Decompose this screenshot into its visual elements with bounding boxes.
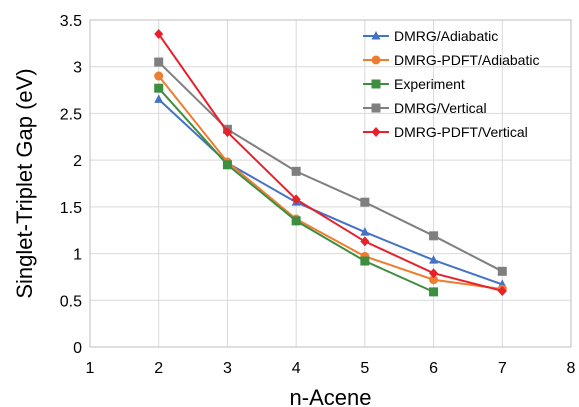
- legend-item: DMRG-PDFT/Adiabatic: [363, 52, 539, 68]
- y-tick-label: 2: [73, 153, 82, 170]
- legend-marker: [371, 127, 381, 137]
- y-tick-label: 2.5: [60, 106, 82, 123]
- x-tick-label: 3: [223, 360, 232, 377]
- data-point: [291, 194, 301, 205]
- data-point: [222, 127, 232, 138]
- x-tick-label: 8: [567, 360, 576, 377]
- legend-marker: [371, 79, 381, 89]
- y-axis-label: Singlet-Triplet Gap (eV): [12, 68, 37, 298]
- series-experiment: [154, 83, 439, 297]
- x-tick-label: 7: [498, 360, 507, 377]
- axes: [89, 19, 572, 348]
- x-tick-label: 4: [292, 360, 301, 377]
- data-point: [429, 275, 439, 285]
- y-tick-label: 1: [73, 247, 82, 264]
- data-point: [360, 227, 370, 236]
- legend-item: DMRG-PDFT/Vertical: [363, 124, 528, 140]
- data-point: [429, 255, 439, 264]
- legend-label: DMRG/Adiabatic: [394, 28, 498, 44]
- data-point: [360, 197, 370, 207]
- data-point: [429, 231, 439, 241]
- legend-item: DMRG/Adiabatic: [363, 28, 498, 44]
- data-point: [154, 94, 164, 103]
- legend-label: Experiment: [394, 76, 465, 92]
- series-line: [157, 75, 503, 291]
- data-point: [154, 71, 164, 81]
- y-tick-label: 3: [73, 60, 82, 77]
- data-point: [429, 287, 439, 297]
- y-tick-labels: 0 0.5 1 1.5 2 2.5 3 3.5: [60, 13, 82, 357]
- data-series: [154, 29, 507, 297]
- data-point: [154, 29, 164, 40]
- series-dmrg-pdft-vertical: [154, 29, 507, 296]
- series-line: [157, 33, 503, 292]
- x-tick-label: 6: [429, 360, 438, 377]
- y-tick-label: 0: [73, 340, 82, 357]
- legend-label: DMRG-PDFT/Adiabatic: [394, 52, 539, 68]
- x-axis-label: n-Acene: [290, 385, 372, 407]
- data-point: [154, 57, 164, 67]
- legend-item: Experiment: [363, 76, 465, 92]
- plot-border: [89, 19, 572, 348]
- data-point: [360, 236, 370, 247]
- legend-marker: [371, 55, 381, 65]
- data-point: [497, 266, 507, 276]
- x-tick-label: 5: [360, 360, 369, 377]
- y-tick-label: 3.5: [60, 13, 82, 30]
- y-tick-label: 0.5: [60, 293, 82, 310]
- data-point: [429, 268, 439, 279]
- legend-label: DMRG/Vertical: [394, 100, 487, 116]
- legend: DMRG/Adiabatic DMRG-PDFT/Adiabatic Experim…: [363, 28, 539, 140]
- x-tick-labels: 1 2 3 4 5 6 7 8: [86, 360, 576, 377]
- legend-item: DMRG/Vertical: [363, 100, 487, 116]
- data-point: [222, 160, 232, 170]
- data-point: [154, 83, 164, 93]
- data-point: [497, 285, 507, 296]
- x-tick-label: 1: [86, 360, 95, 377]
- legend-marker: [371, 103, 381, 113]
- data-point: [360, 256, 370, 266]
- data-point: [291, 166, 301, 176]
- legend-marker: [371, 31, 381, 40]
- y-tick-label: 1.5: [60, 200, 82, 217]
- x-tick-label: 2: [154, 360, 163, 377]
- series-line: [158, 61, 503, 273]
- legend-label: DMRG-PDFT/Vertical: [394, 124, 528, 140]
- data-point: [291, 216, 301, 226]
